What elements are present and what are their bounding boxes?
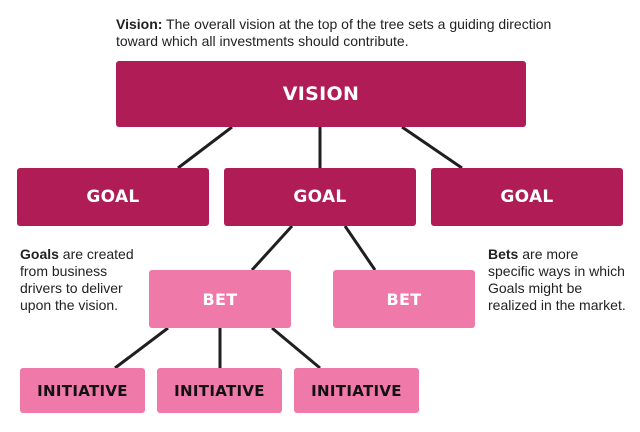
- goal-node-center: GOAL: [224, 168, 416, 226]
- connector-goal-bet-1: [250, 224, 294, 272]
- vision-description-lead: Vision:: [116, 16, 163, 32]
- bet-node-right: BET: [333, 270, 475, 328]
- bets-description: Bets are more specific ways in which Goa…: [488, 246, 628, 314]
- bet-node-left: BET: [149, 270, 291, 328]
- vision-description-text: The overall vision at the top of the tre…: [116, 16, 552, 49]
- goals-description: Goals are created from business drivers …: [20, 246, 145, 314]
- goal-node-left: GOAL: [17, 168, 209, 226]
- initiative-node-3: INITIATIVE: [294, 368, 419, 413]
- goals-description-text: are created from business drivers to del…: [20, 246, 134, 313]
- bets-description-lead: Bets: [488, 246, 519, 262]
- goals-description-lead: Goals: [20, 246, 59, 262]
- initiative-node-2: INITIATIVE: [157, 368, 282, 413]
- goal-node-right: GOAL: [431, 168, 623, 226]
- vision-node: VISION: [116, 61, 526, 127]
- initiative-node-1: INITIATIVE: [20, 368, 145, 413]
- connector-vision-goal-3: [401, 125, 463, 170]
- connector-bet-initiative-3: [271, 326, 321, 370]
- connector-vision-goal-1: [177, 125, 233, 170]
- vision-description: Vision: The overall vision at the top of…: [116, 16, 556, 50]
- connector-goal-bet-2: [343, 225, 377, 271]
- bets-description-text: are more specific ways in which Goals mi…: [488, 246, 626, 313]
- connector-bet-initiative-1: [114, 326, 169, 370]
